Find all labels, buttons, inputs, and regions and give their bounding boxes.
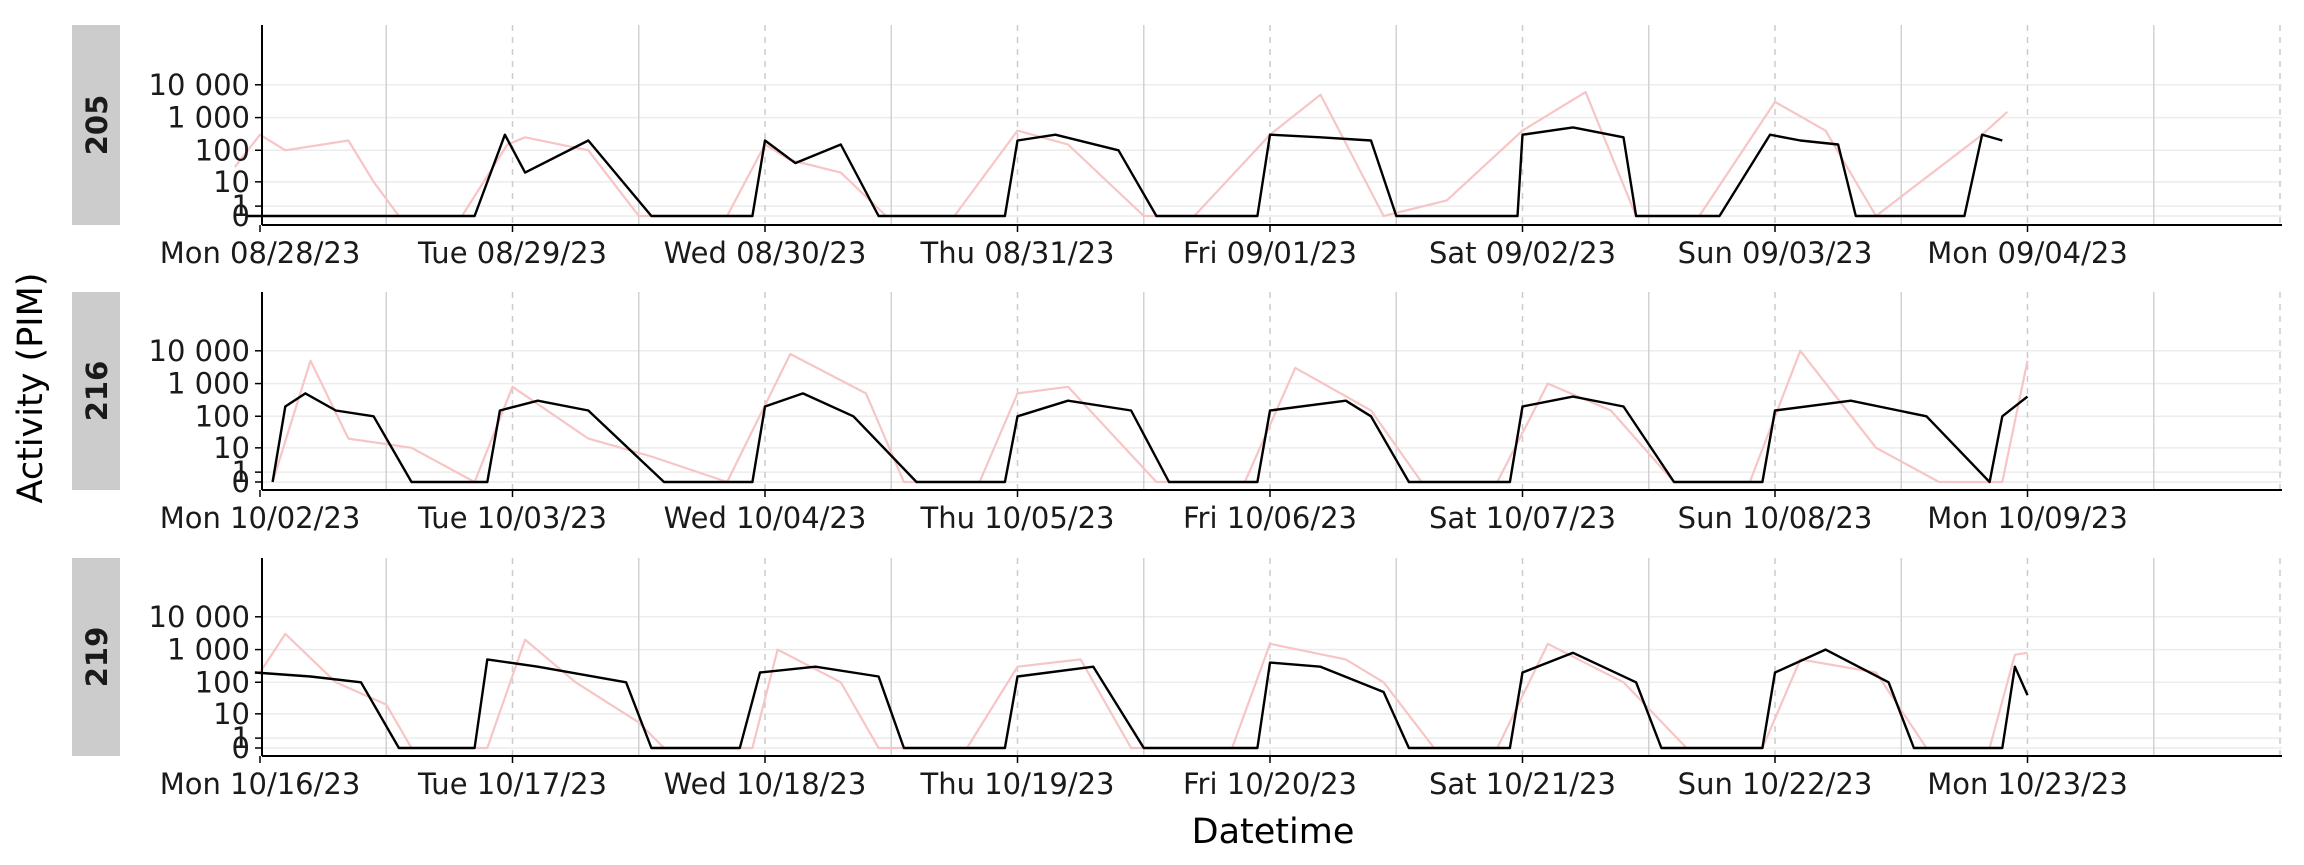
y-tick-label: 10 [213, 165, 250, 199]
x-tick-label: Sun 10/22/23 [1678, 767, 1873, 801]
x-tick-label: Thu 10/19/23 [920, 767, 1115, 801]
y-tick-label: 1 000 [167, 101, 250, 135]
y-tick-label: 1 [232, 721, 250, 755]
y-tick-label: 0 [232, 199, 250, 233]
x-tick-label: Fri 09/01/23 [1183, 236, 1357, 270]
x-tick-label: Mon 10/16/23 [160, 767, 361, 801]
x-tick-label: Wed 08/30/23 [664, 236, 867, 270]
x-tick-label: Sun 10/08/23 [1678, 501, 1873, 535]
x-tick-label: Sat 10/21/23 [1429, 767, 1616, 801]
y-tick-label: 1 [232, 455, 250, 489]
series-line-primary [247, 126, 2003, 218]
series-line-secondary [271, 349, 2029, 484]
x-tick-label: Sat 10/07/23 [1429, 501, 1616, 535]
x-tick-label: Thu 08/31/23 [920, 236, 1115, 270]
x-tick-label: Tue 10/03/23 [417, 501, 607, 535]
plot-background [262, 558, 2282, 756]
series-line-primary [271, 392, 2029, 484]
x-tick-label: Thu 10/05/23 [920, 501, 1115, 535]
y-tick-label: 1 000 [167, 633, 250, 667]
x-tick-label: Mon 10/23/23 [1927, 767, 2128, 801]
y-tick-label: 0 [232, 731, 250, 765]
x-tick-label: Mon 08/28/23 [160, 236, 361, 270]
series-line-secondary [259, 632, 2028, 750]
x-tick-label: Sat 09/02/23 [1429, 236, 1616, 270]
facet-strip-label: 205 [80, 95, 114, 156]
x-tick-label: Mon 10/02/23 [160, 501, 361, 535]
y-tick-label: 10 000 [149, 334, 250, 368]
x-tick-label: Tue 10/17/23 [417, 767, 607, 801]
x-axis-title: Datetime [1192, 812, 1355, 852]
facet-strip [72, 558, 120, 756]
plot-background [262, 25, 2282, 225]
y-tick-label: 1 [232, 189, 250, 223]
facet-strip [72, 25, 120, 225]
y-tick-label: 100 [195, 399, 250, 433]
y-tick-label: 10 [213, 431, 250, 465]
y-tick-label: 1 000 [167, 367, 250, 401]
facet-strip-label: 219 [80, 627, 114, 688]
facet-strip-label: 216 [80, 361, 114, 422]
y-tick-label: 100 [195, 665, 250, 699]
y-axis-title: Activity (PIM) [11, 273, 51, 504]
y-tick-label: 10 000 [149, 600, 250, 634]
x-tick-label: Mon 10/09/23 [1927, 501, 2128, 535]
y-tick-label: 100 [195, 133, 250, 167]
x-tick-label: Fri 10/20/23 [1183, 767, 1357, 801]
facet-strip [72, 292, 120, 490]
x-tick-label: Sun 09/03/23 [1678, 236, 1873, 270]
series-line-primary [254, 648, 2029, 750]
y-tick-label: 10 000 [149, 68, 250, 102]
x-tick-label: Mon 09/04/23 [1927, 236, 2128, 270]
x-tick-label: Tue 08/29/23 [417, 236, 607, 270]
plot-background [262, 292, 2282, 490]
x-tick-label: Wed 10/04/23 [664, 501, 867, 535]
x-tick-label: Fri 10/06/23 [1183, 501, 1357, 535]
x-tick-label: Wed 10/18/23 [664, 767, 867, 801]
y-tick-label: 0 [232, 465, 250, 499]
y-tick-label: 10 [213, 697, 250, 731]
